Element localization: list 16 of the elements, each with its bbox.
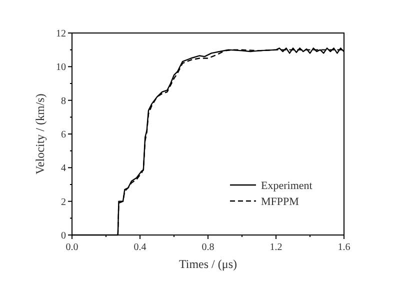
x-tick-label: 0.4 <box>134 242 146 253</box>
y-tick-label: 2 <box>61 196 66 208</box>
y-tick-label: 6 <box>61 130 66 140</box>
x-tick-label: 1.6 <box>338 242 350 253</box>
x-tick-label: 0.0 <box>66 242 78 253</box>
y-tick-label: 0 <box>61 230 66 242</box>
x-tick-label: 0.8 <box>202 242 214 253</box>
legend-label: Experiment <box>261 180 312 192</box>
legend-label: MFPPM <box>261 196 300 208</box>
y-axis-title: Velocity / (km/s) <box>33 94 47 174</box>
x-tick-label: 1.2 <box>270 242 282 253</box>
y-tick-label: 10 <box>56 62 66 74</box>
y-tick-label: 8 <box>61 96 66 107</box>
y-tick-label: 4 <box>61 163 66 174</box>
x-axis-title: Times / (μs) <box>178 257 238 271</box>
y-tick-label: 12 <box>56 28 66 40</box>
